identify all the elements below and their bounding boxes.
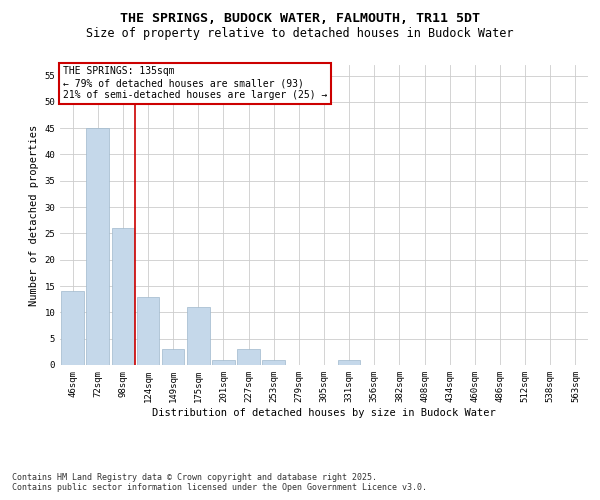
Text: Size of property relative to detached houses in Budock Water: Size of property relative to detached ho… xyxy=(86,28,514,40)
Text: Contains HM Land Registry data © Crown copyright and database right 2025.
Contai: Contains HM Land Registry data © Crown c… xyxy=(12,473,427,492)
Bar xyxy=(137,296,160,365)
Text: THE SPRINGS: 135sqm
← 79% of detached houses are smaller (93)
21% of semi-detach: THE SPRINGS: 135sqm ← 79% of detached ho… xyxy=(62,66,327,100)
Bar xyxy=(237,349,260,365)
Bar xyxy=(338,360,361,365)
Bar xyxy=(187,307,209,365)
Bar xyxy=(162,349,184,365)
Text: THE SPRINGS, BUDOCK WATER, FALMOUTH, TR11 5DT: THE SPRINGS, BUDOCK WATER, FALMOUTH, TR1… xyxy=(120,12,480,26)
Bar xyxy=(61,292,84,365)
Bar xyxy=(212,360,235,365)
Bar xyxy=(86,128,109,365)
Bar xyxy=(112,228,134,365)
Y-axis label: Number of detached properties: Number of detached properties xyxy=(29,124,39,306)
X-axis label: Distribution of detached houses by size in Budock Water: Distribution of detached houses by size … xyxy=(152,408,496,418)
Bar xyxy=(262,360,285,365)
